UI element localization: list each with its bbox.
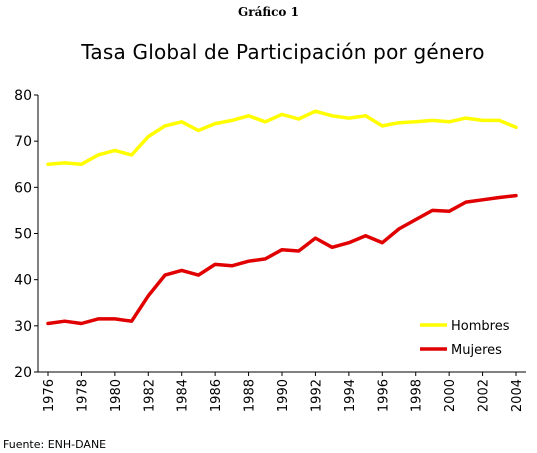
x-tick-label: 1994: [343, 379, 358, 412]
chart-title: Tasa Global de Participación por género: [81, 40, 485, 64]
x-tick-label: 1984: [176, 379, 191, 412]
x-tick-label: 1976: [42, 379, 57, 412]
series-line-mujeres: [46, 193, 518, 326]
y-tick-label: 50: [14, 227, 32, 243]
x-tick-label: 1992: [309, 379, 324, 412]
x-tick-label: 1986: [209, 379, 224, 412]
y-tick-label: 80: [14, 88, 32, 104]
legend-label-mujeres: Mujeres: [451, 343, 502, 358]
source-note: Fuente: ENH-DANE: [3, 438, 107, 451]
x-tick-label: 1998: [410, 379, 425, 412]
y-tick-label: 60: [14, 180, 32, 196]
y-axis-ticks: 20 30 40 50 60 70 80: [14, 88, 38, 381]
legend: Hombres Mujeres: [420, 319, 510, 358]
x-tick-label: 2000: [443, 379, 458, 412]
series-layer: [46, 109, 518, 326]
x-tick-label: 1990: [276, 379, 291, 412]
x-tick-label: 2004: [510, 379, 525, 412]
x-tick-label: 1978: [75, 379, 90, 412]
legend-label-hombres: Hombres: [451, 319, 510, 334]
x-tick-label: 1980: [109, 379, 124, 412]
y-tick-label: 40: [14, 273, 32, 289]
x-axis-ticks: 1976 1978 1980 1982 1984 1986 1988 1990 1992 1994…: [42, 372, 525, 412]
x-tick-label: 1996: [376, 379, 391, 412]
figure-label: Gráfico 1: [238, 5, 299, 19]
x-tick-label: 2002: [477, 379, 492, 412]
x-tick-label: 1988: [243, 379, 258, 412]
y-tick-label: 70: [14, 134, 32, 150]
y-tick-label: 20: [14, 365, 32, 381]
x-tick-label: 1982: [142, 379, 157, 412]
series-line-hombres: [46, 109, 518, 167]
y-tick-label: 30: [14, 319, 32, 335]
